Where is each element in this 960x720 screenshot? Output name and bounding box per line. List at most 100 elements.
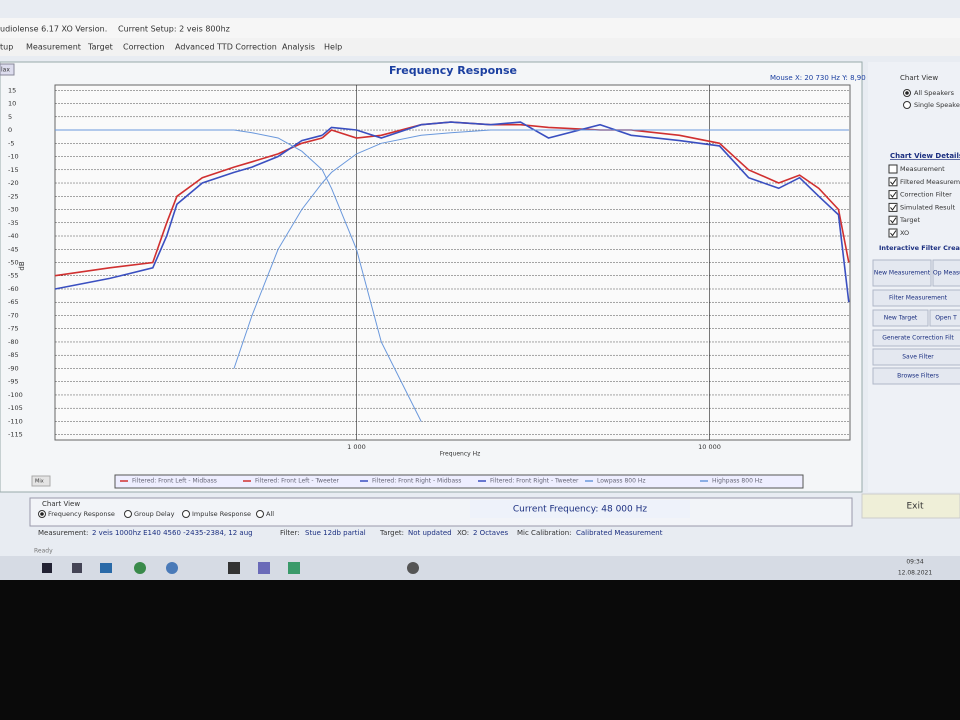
- browser-icon[interactable]: [134, 562, 146, 574]
- button[interactable]: [872, 309, 929, 327]
- search-icon[interactable]: [72, 563, 82, 573]
- checkbox[interactable]: [888, 228, 898, 238]
- details-title: Chart View Details:: [890, 152, 960, 160]
- button-label: Op Measu: [933, 270, 960, 277]
- status-xo-label: XO:: [457, 529, 469, 537]
- button[interactable]: [872, 289, 960, 307]
- y-tick-label: -115: [8, 431, 23, 439]
- y-tick-label: -90: [8, 364, 19, 372]
- y-tick-label: -105: [8, 404, 23, 412]
- radio[interactable]: [903, 101, 911, 109]
- y-tick-label: -40: [8, 232, 19, 240]
- current-frequency: Current Frequency: 48 000 Hz: [513, 505, 648, 515]
- app-icon[interactable]: [166, 562, 178, 574]
- status-target-label: Target:: [379, 529, 404, 537]
- exit-label: Exit: [906, 502, 924, 512]
- series-line: [54, 134, 323, 290]
- legend-label: Filtered: Front Right - Tweeter: [490, 478, 579, 485]
- mix-button[interactable]: [31, 475, 51, 487]
- mouse-readout: Mouse X: 20 730 Hz Y: 8,90 dB: [770, 74, 877, 82]
- radio[interactable]: [182, 510, 190, 518]
- checkbox-label: Correction Filter: [900, 191, 952, 199]
- setup-title: Current Setup: 2 veis 800hz: [118, 25, 230, 34]
- checkbox[interactable]: [888, 164, 898, 174]
- filter-title: Interactive Filter Creation: [879, 244, 960, 252]
- checkbox[interactable]: [888, 190, 898, 200]
- y-tick-label: -85: [8, 351, 19, 359]
- check-mark: [890, 179, 897, 186]
- y-tick-label: -70: [8, 311, 19, 319]
- max-button[interactable]: [0, 63, 15, 76]
- checkbox-label: Simulated Result: [900, 203, 955, 211]
- y-tick-label: -80: [8, 338, 19, 346]
- app-icon[interactable]: [288, 562, 300, 574]
- button-label: Browse Filters: [897, 373, 939, 380]
- checkbox[interactable]: [888, 177, 898, 187]
- radio-dot: [40, 512, 44, 516]
- checkbox-label: XO: [900, 229, 909, 237]
- app-icon[interactable]: [258, 562, 270, 574]
- menu-item[interactable]: tup: [0, 43, 13, 52]
- series-line: [55, 129, 422, 422]
- y-tick-label: -30: [8, 206, 19, 214]
- y-tick-label: -75: [8, 325, 19, 333]
- y-tick-label: -10: [8, 153, 19, 161]
- status-measurement-label: Measurement:: [38, 529, 88, 537]
- checkbox-label: Measurement: [900, 165, 945, 173]
- app-icon[interactable]: [228, 562, 240, 574]
- x-tick-label: 1 000: [347, 443, 366, 451]
- speakers-title: Chart View: [900, 74, 938, 82]
- series-line: [233, 129, 849, 369]
- button-label: Filter Measurement: [889, 295, 948, 302]
- button-label: New Measurement: [874, 270, 931, 277]
- y-tick-label: 15: [8, 86, 16, 94]
- y-tick-label: -95: [8, 378, 19, 386]
- check-mark: [890, 230, 897, 237]
- app-title: udiolense 6.17 XO Version.: [0, 25, 107, 34]
- menu-item[interactable]: Target: [87, 43, 113, 52]
- title-bar: [0, 18, 960, 38]
- menu-item[interactable]: Measurement: [26, 43, 81, 52]
- menu-item[interactable]: Analysis: [282, 43, 315, 52]
- status-ready: Ready: [34, 548, 53, 555]
- radio-label: All Speakers: [914, 89, 955, 97]
- legend-label: Filtered: Front Left - Midbass: [132, 478, 217, 485]
- menu-item[interactable]: Advanced TTD Correction: [175, 43, 277, 52]
- radio[interactable]: [124, 510, 132, 518]
- settings-icon[interactable]: [407, 562, 419, 574]
- legend: [114, 474, 804, 489]
- exit-button[interactable]: [861, 493, 960, 519]
- menu-item[interactable]: Help: [324, 43, 342, 52]
- y-tick-label: -45: [8, 245, 19, 253]
- button[interactable]: [872, 259, 932, 287]
- radio-label: Frequency Response: [48, 510, 115, 518]
- mail-icon[interactable]: [100, 563, 112, 573]
- checkbox[interactable]: [888, 202, 898, 212]
- series-line: [321, 121, 850, 303]
- status-xo: 2 Octaves: [473, 529, 509, 537]
- status-filter: Stue 12db partial: [305, 529, 366, 537]
- current-frequency-box: [470, 500, 690, 518]
- button[interactable]: [872, 348, 960, 366]
- radio-label: Impulse Response: [192, 510, 251, 518]
- y-tick-label: -20: [8, 179, 19, 187]
- x-axis-label: Frequency Hz: [440, 451, 481, 458]
- menu-item[interactable]: Correction: [123, 43, 164, 52]
- y-tick-label: -50: [8, 259, 19, 267]
- clock-date: 12.08.2021: [898, 570, 933, 577]
- checkbox[interactable]: [888, 215, 898, 225]
- button-label: Generate Correction Filt: [882, 335, 954, 342]
- button[interactable]: [932, 259, 960, 287]
- status-mic-label: Mic Calibration:: [517, 529, 572, 537]
- button[interactable]: [872, 329, 960, 347]
- legend-label: Filtered: Front Left - Tweeter: [255, 478, 340, 485]
- button[interactable]: [872, 367, 960, 385]
- radio-label: Single Speaker: [914, 101, 960, 109]
- chart-title: Frequency Response: [389, 64, 517, 77]
- radio-label: All: [266, 510, 274, 518]
- check-mark: [890, 191, 897, 198]
- button[interactable]: [929, 309, 960, 327]
- radio[interactable]: [256, 510, 264, 518]
- start-icon[interactable]: [42, 563, 52, 573]
